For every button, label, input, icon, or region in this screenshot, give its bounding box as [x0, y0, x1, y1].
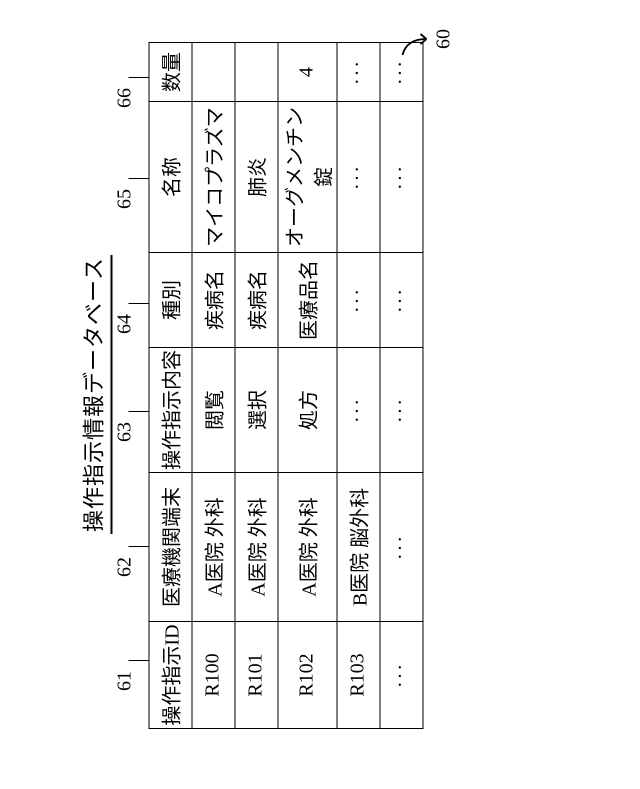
- figure-ref-60: 60: [432, 29, 455, 49]
- table-row: ··· ··· ··· ··· ··· ···: [380, 43, 423, 729]
- page-title-wrap: 操作指示情報データベース: [76, 0, 112, 789]
- col-ref-61: 61: [113, 671, 136, 691]
- cell: ···: [380, 253, 423, 348]
- cell: R103: [337, 622, 380, 729]
- table-row: R101 A医院 外科 選択 疾病名 肺炎: [235, 43, 278, 729]
- col-ref-65: 65: [113, 189, 136, 209]
- cell: ···: [380, 348, 423, 473]
- cell: 疾病名: [235, 253, 278, 348]
- cell: ···: [380, 102, 423, 253]
- cell: 閲覧: [192, 348, 235, 473]
- cell: R102: [278, 622, 337, 729]
- col-header: 数量: [149, 43, 192, 102]
- cell: マイコプラズマ: [192, 102, 235, 253]
- cell: 処方: [278, 348, 337, 473]
- cell: 4: [278, 43, 337, 102]
- cell: ···: [337, 102, 380, 253]
- col-ref-62: 62: [113, 557, 136, 577]
- cell: ···: [380, 622, 423, 729]
- cell: 疾病名: [192, 253, 235, 348]
- page-title: 操作指示情報データベース: [76, 255, 112, 534]
- table-header-row: 操作指示ID 医療機関端末 操作指示内容 種別 名称 数量: [149, 43, 192, 729]
- leader-66: [128, 77, 148, 78]
- cell: オーグメンチン錠: [278, 102, 337, 253]
- cell: ···: [337, 43, 380, 102]
- cell: R101: [235, 622, 278, 729]
- cell: 肺炎: [235, 102, 278, 253]
- col-header: 種別: [149, 253, 192, 348]
- cell: ···: [380, 473, 423, 622]
- leader-65: [128, 178, 148, 179]
- cell: B医院 脳外科: [337, 473, 380, 622]
- cell: [192, 43, 235, 102]
- cell: 医療品名: [278, 253, 337, 348]
- col-header: 名称: [149, 102, 192, 253]
- col-header: 操作指示内容: [149, 348, 192, 473]
- cell: A医院 外科: [235, 473, 278, 622]
- cell: A医院 外科: [192, 473, 235, 622]
- col-ref-63: 63: [113, 422, 136, 442]
- cell: ···: [337, 348, 380, 473]
- cell: ···: [337, 253, 380, 348]
- col-ref-66: 66: [113, 88, 136, 108]
- data-table: 操作指示ID 医療機関端末 操作指示内容 種別 名称 数量 R100 A医院 外…: [148, 42, 423, 729]
- leader-62: [128, 546, 148, 547]
- col-header: 医療機関端末: [149, 473, 192, 622]
- col-header: 操作指示ID: [149, 622, 192, 729]
- leader-64: [128, 303, 148, 304]
- cell: 選択: [235, 348, 278, 473]
- reference-arrow-icon: [400, 29, 432, 57]
- leader-63: [128, 411, 148, 412]
- cell: A医院 外科: [278, 473, 337, 622]
- cell: [235, 43, 278, 102]
- cell: R100: [192, 622, 235, 729]
- table-row: R100 A医院 外科 閲覧 疾病名 マイコプラズマ: [192, 43, 235, 729]
- table-row: R103 B医院 脳外科 ··· ··· ··· ···: [337, 43, 380, 729]
- table-row: R102 A医院 外科 処方 医療品名 オーグメンチン錠 4: [278, 43, 337, 729]
- col-ref-64: 64: [113, 314, 136, 334]
- leader-61: [128, 660, 148, 661]
